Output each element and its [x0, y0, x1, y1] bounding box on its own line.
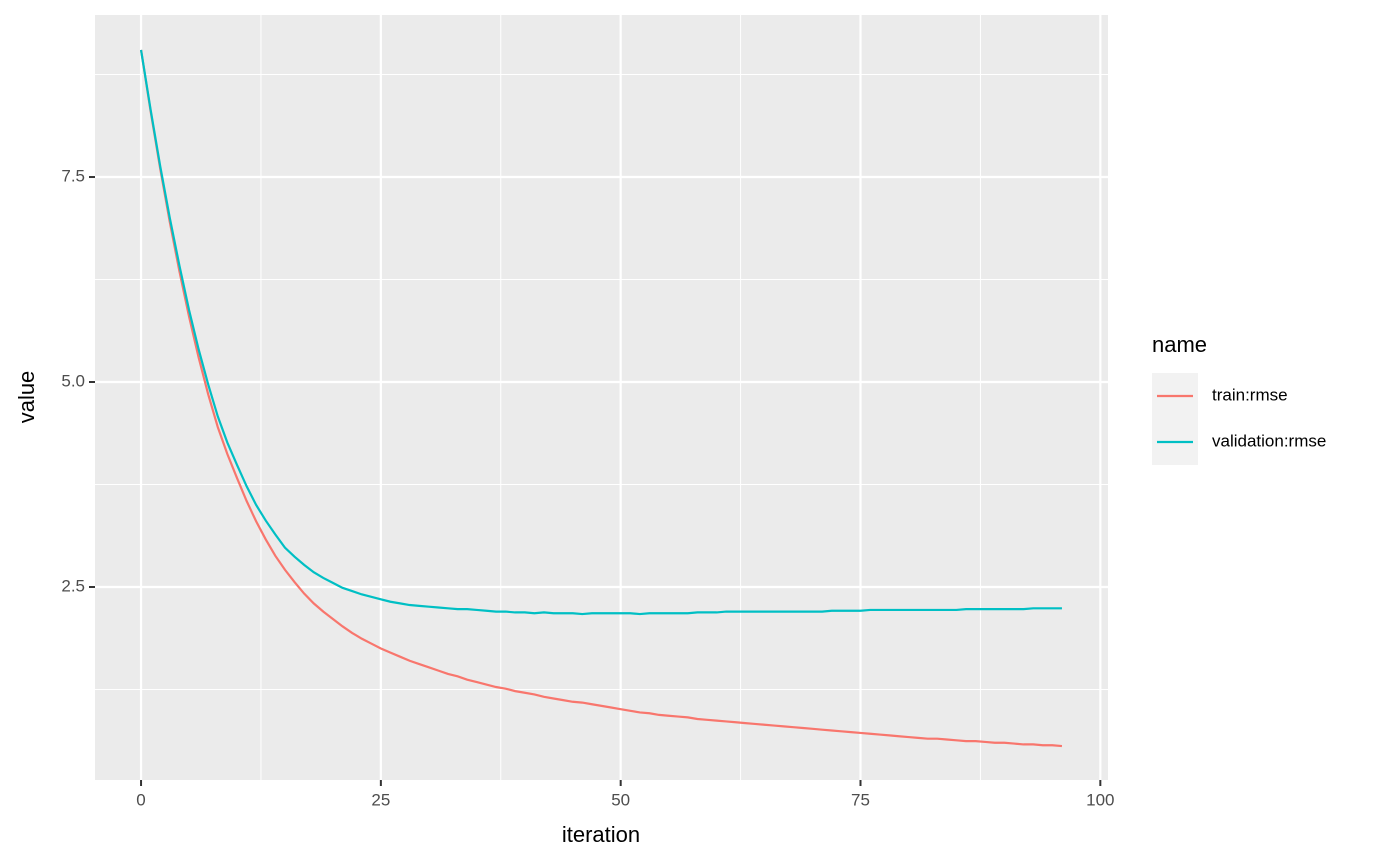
- x-tick-label: 0: [136, 790, 145, 809]
- x-tick-label: 50: [611, 790, 630, 809]
- x-tick-label: 100: [1086, 790, 1114, 809]
- y-tick-label: 2.5: [61, 576, 85, 595]
- data-line: [139, 49, 1063, 748]
- y-tick-label: 5.0: [61, 371, 85, 390]
- x-tick-label: 25: [371, 790, 390, 809]
- y-tick-label: 7.5: [61, 167, 85, 186]
- x-axis-title: iteration: [562, 822, 640, 847]
- data-line: [139, 49, 1062, 616]
- legend-title: name: [1152, 332, 1207, 357]
- x-tick-label: 75: [851, 790, 870, 809]
- legend-label: validation:rmse: [1212, 431, 1326, 450]
- legend-label: train:rmse: [1212, 385, 1288, 404]
- y-axis-title: value: [14, 371, 39, 424]
- panel: [95, 15, 1108, 780]
